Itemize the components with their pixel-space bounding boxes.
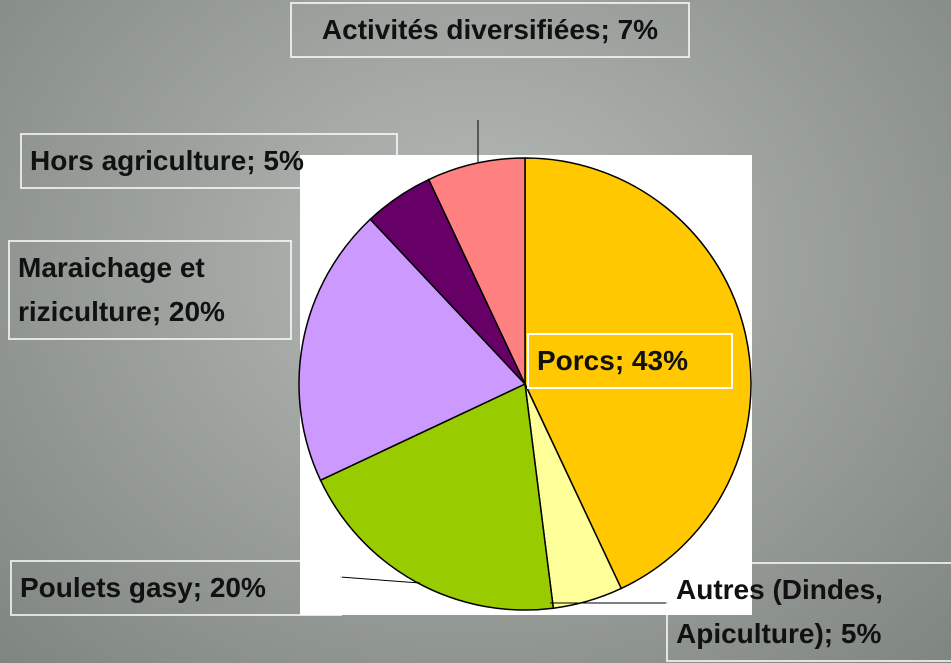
label-value: ; 5% xyxy=(824,618,882,649)
label-category: Poulets gasy xyxy=(20,572,193,603)
chart: Activités diversifiées; 7% Hors agricult… xyxy=(0,0,951,663)
label-value: ; 5% xyxy=(246,145,304,176)
data-label: Poulets gasy; 20% xyxy=(10,560,342,616)
label-value: ; 20% xyxy=(152,296,225,327)
label-value: ; 20% xyxy=(193,572,266,603)
data-label: Activités diversifiées; 7% xyxy=(290,2,690,58)
label-category: Porcs xyxy=(537,345,615,376)
data-label: Porcs; 43% xyxy=(527,333,733,389)
label-category: Activités diversifiées xyxy=(322,14,601,45)
data-label: Maraichage et riziculture; 20% xyxy=(8,240,292,340)
label-value: ; 43% xyxy=(615,345,688,376)
data-label: Autres (Dindes, Apiculture); 5% xyxy=(666,562,951,662)
label-category: Hors agriculture xyxy=(30,145,246,176)
data-label: Hors agriculture; 5% xyxy=(20,133,398,189)
label-value: ; 7% xyxy=(601,14,659,45)
